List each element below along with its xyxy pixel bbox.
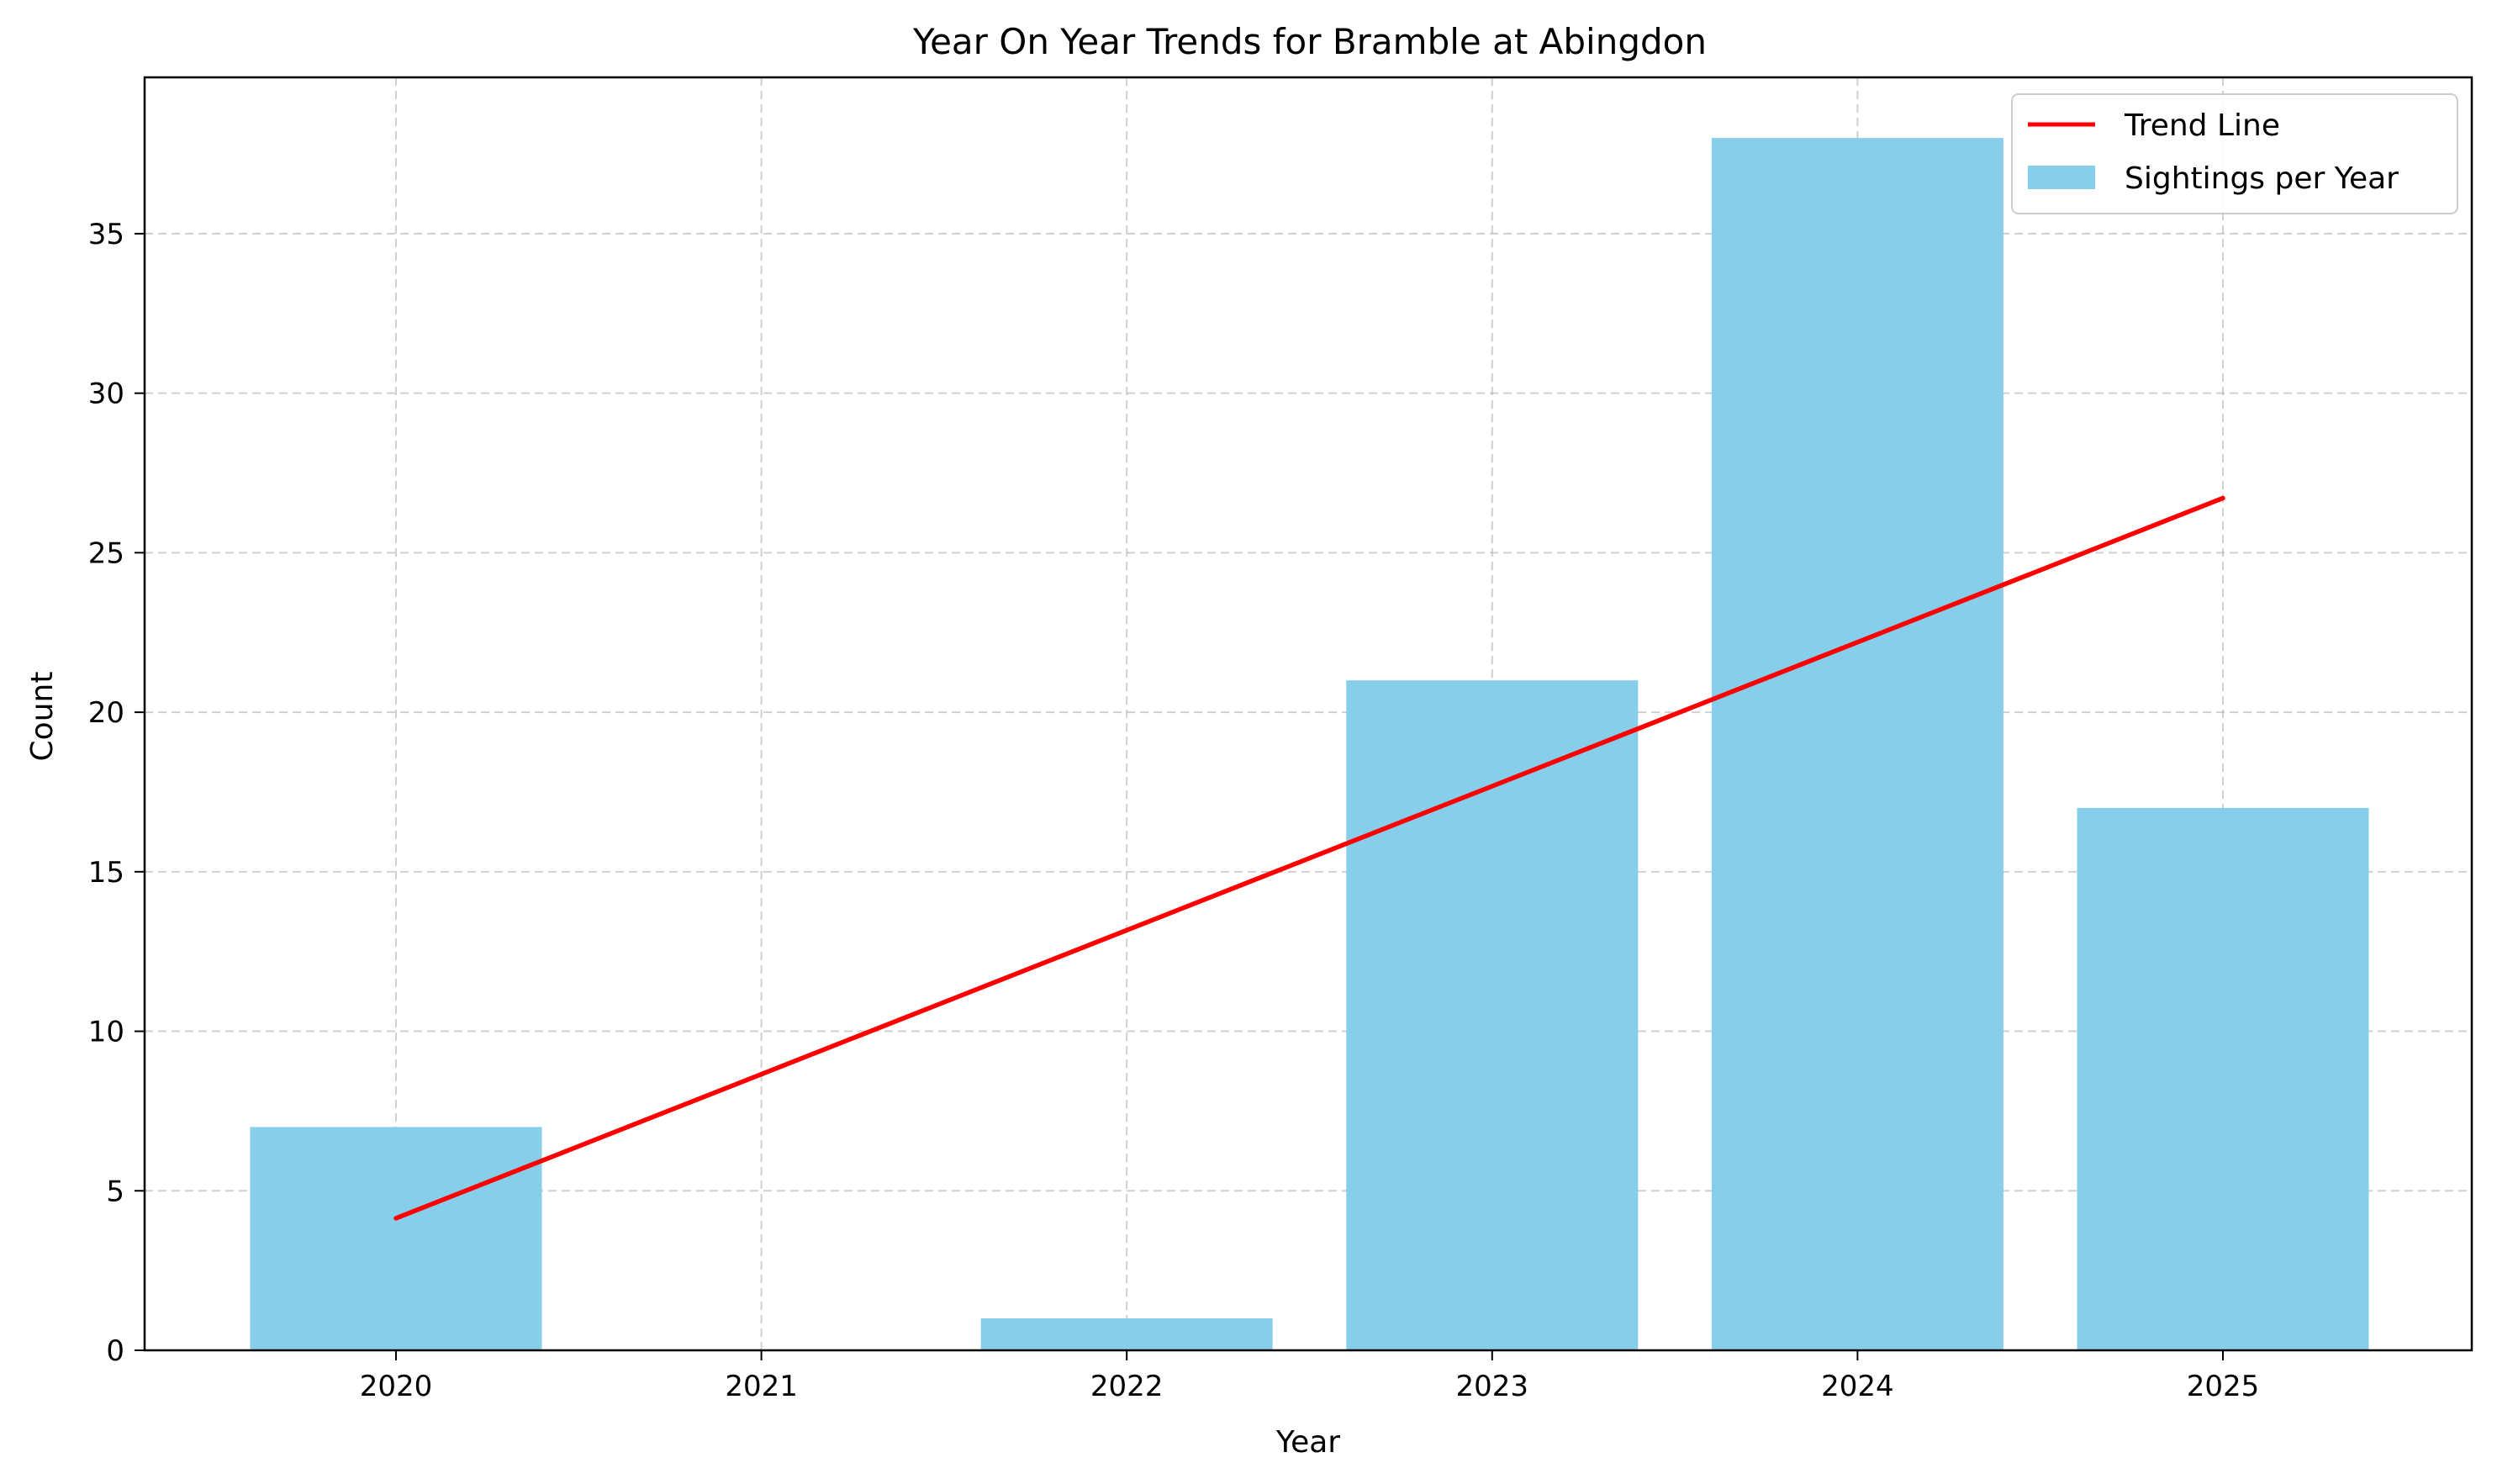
y-axis-ticks: 0 5 10 15 20 25 30 35	[88, 218, 145, 1368]
y-tick-label-35: 35	[88, 218, 124, 251]
trend-line	[393, 495, 2225, 1221]
chart-title: Year On Year Trends for Bramble at Abing…	[912, 21, 1707, 62]
y-tick-label-30: 30	[88, 378, 124, 411]
x-axis-label: Year	[1275, 1425, 1340, 1460]
legend: Trend Line Sightings per Year	[2011, 93, 2458, 214]
plot-frame	[143, 76, 2473, 1352]
trend-line-group	[393, 495, 2225, 1221]
x-tick-label-2024: 2024	[1821, 1370, 1894, 1403]
legend-sightings-label: Sightings per Year	[2125, 161, 2399, 196]
legend-frame	[2011, 93, 2458, 214]
y-axis-label: Count	[25, 672, 60, 762]
bar-2023	[1346, 680, 1639, 1350]
legend-sightings-swatch	[2028, 166, 2095, 189]
x-tick-label-2020: 2020	[360, 1370, 433, 1403]
bar-2024	[1711, 138, 2003, 1351]
legend-trend-line-label: Trend Line	[2124, 108, 2280, 143]
y-tick-label-0: 0	[106, 1334, 124, 1368]
x-tick-label-2023: 2023	[1456, 1370, 1529, 1403]
bar-2020	[250, 1127, 542, 1350]
bar-2025	[2077, 807, 2369, 1350]
x-tick-label-2022: 2022	[1090, 1370, 1164, 1403]
y-tick-label-10: 10	[88, 1016, 124, 1049]
x-axis-ticks: 2020 2021 2022 2023 2024 2025	[360, 1350, 2260, 1403]
bars	[250, 138, 2369, 1351]
y-tick-label-15: 15	[88, 856, 124, 890]
y-tick-label-20: 20	[88, 696, 124, 730]
bar-2022	[980, 1318, 1273, 1350]
y-tick-label-25: 25	[88, 536, 124, 570]
x-tick-label-2025: 2025	[2187, 1370, 2260, 1403]
x-tick-label-2021: 2021	[725, 1370, 798, 1403]
y-tick-label-5: 5	[106, 1175, 124, 1208]
